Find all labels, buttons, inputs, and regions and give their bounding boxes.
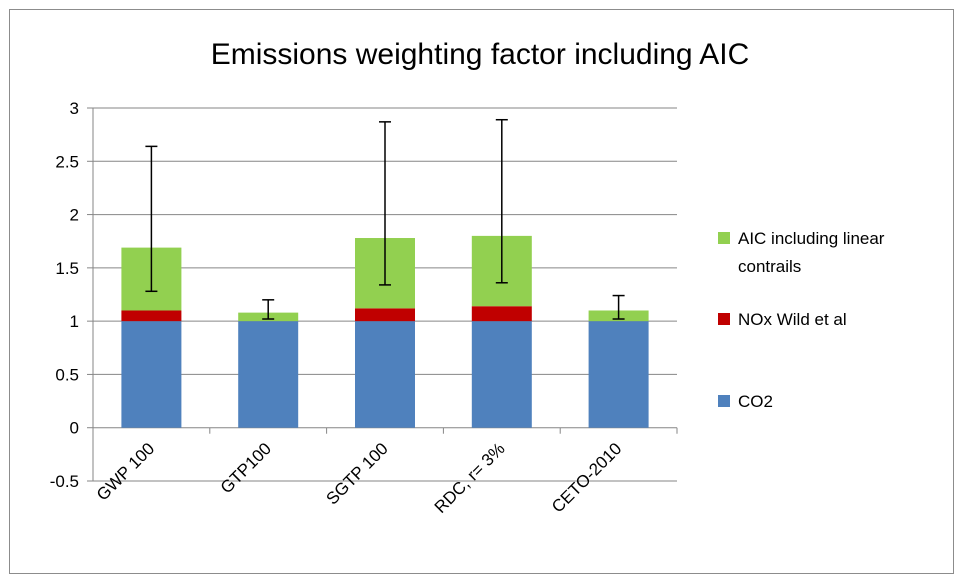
legend-label-aic-line2: contrails <box>738 257 801 276</box>
y-tick-labels: -0.5 0 0.5 1 1.5 2 2.5 3 <box>50 99 79 491</box>
bar-segment <box>121 310 182 322</box>
x-tick-label: RDC, r= 3% <box>431 439 509 517</box>
bar-segment <box>471 321 532 428</box>
y-tick-label: 3 <box>70 99 79 118</box>
legend-label-aic-line1: AIC including linear <box>738 229 885 248</box>
legend-swatch-co2 <box>718 395 730 407</box>
chart-title: Emissions weighting factor including AIC <box>211 38 750 71</box>
y-tick-label: -0.5 <box>50 472 79 491</box>
y-tick-label: 0 <box>70 419 79 438</box>
y-tick-label: 2.5 <box>55 152 79 171</box>
legend-swatch-nox <box>718 313 730 325</box>
bar-segment <box>238 321 299 428</box>
legend-swatch-aic <box>718 232 730 244</box>
legend-label-nox: NOx Wild et al <box>738 310 847 329</box>
x-tick-label: SGTP 100 <box>322 439 391 508</box>
y-tick-label: 1.5 <box>55 259 79 278</box>
y-tick-label: 1 <box>70 312 79 331</box>
x-tick-label: GWP 100 <box>93 439 158 504</box>
bar-segment <box>588 321 649 428</box>
x-tick-labels: GWP 100 GTP100 SGTP 100 RDC, r= 3% CETO-2010 <box>93 439 626 517</box>
y-tick-label: 0.5 <box>55 365 79 384</box>
x-tick-label: GTP100 <box>217 439 275 497</box>
legend: AIC including linear contrails NOx Wild … <box>718 229 885 411</box>
error-bars <box>145 118 625 320</box>
bar-segment <box>121 321 182 428</box>
bar-segment <box>355 308 415 322</box>
bar-segment <box>355 321 415 428</box>
y-tick-label: 2 <box>70 206 79 225</box>
x-tick-label: CETO-2010 <box>548 439 625 516</box>
bar-segment <box>471 306 532 322</box>
legend-label-co2: CO2 <box>738 392 773 411</box>
